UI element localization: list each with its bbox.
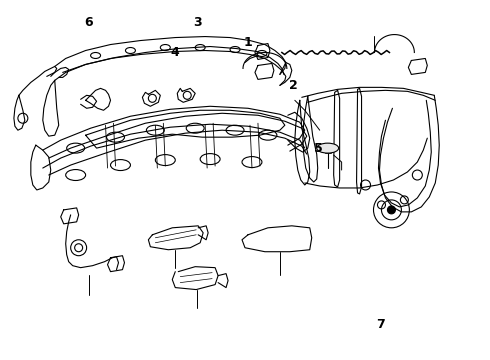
Text: 6: 6 xyxy=(84,16,93,29)
Text: 4: 4 xyxy=(171,46,180,59)
Circle shape xyxy=(388,206,395,214)
Text: 3: 3 xyxy=(193,16,201,29)
Text: 7: 7 xyxy=(376,318,385,331)
Text: 5: 5 xyxy=(315,141,323,155)
Text: 2: 2 xyxy=(290,79,298,92)
Text: 1: 1 xyxy=(244,36,252,49)
Ellipse shape xyxy=(317,143,339,153)
